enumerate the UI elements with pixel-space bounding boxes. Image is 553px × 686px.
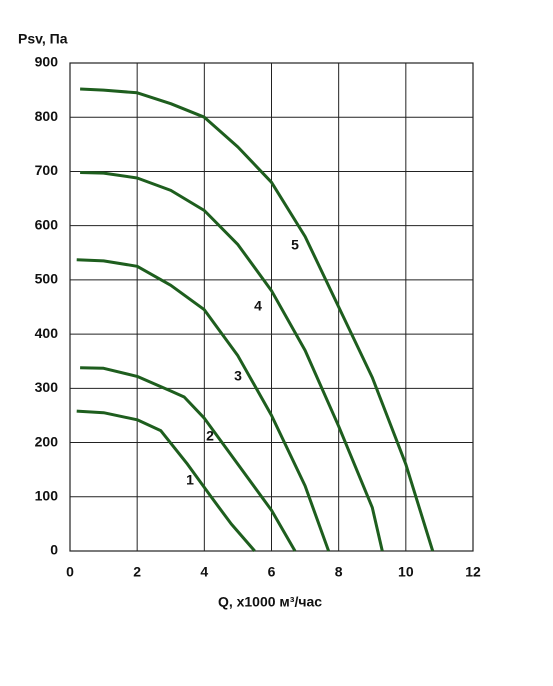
x-tick-label: 4 bbox=[200, 564, 208, 580]
y-tick-label: 200 bbox=[35, 433, 59, 449]
curve-label: 3 bbox=[234, 368, 242, 384]
x-tick-label: 0 bbox=[66, 564, 74, 580]
curve bbox=[80, 171, 384, 552]
y-axis-label: Psv, Па bbox=[18, 31, 68, 47]
y-tick-label: 0 bbox=[50, 542, 58, 558]
y-tick-label: 300 bbox=[35, 379, 59, 395]
x-tick-label: 8 bbox=[335, 564, 343, 580]
x-tick-label: 6 bbox=[268, 564, 276, 580]
x-axis-label: Q, x1000 м³/час bbox=[218, 594, 322, 610]
y-tick-label: 600 bbox=[35, 216, 59, 232]
y-tick-label: 800 bbox=[35, 108, 59, 124]
curve-label: 2 bbox=[206, 428, 214, 444]
x-tick-label: 12 bbox=[465, 564, 481, 580]
curve bbox=[76, 409, 256, 552]
y-tick-label: 400 bbox=[35, 325, 59, 341]
curve-label: 5 bbox=[291, 237, 299, 253]
y-tick-label: 500 bbox=[35, 271, 59, 287]
curve bbox=[80, 366, 297, 552]
curve-label: 4 bbox=[254, 298, 262, 314]
curve-label: 1 bbox=[186, 472, 194, 488]
y-tick-label: 700 bbox=[35, 162, 59, 178]
y-tick-label: 100 bbox=[35, 487, 59, 503]
curve bbox=[80, 87, 435, 552]
y-tick-label: 900 bbox=[35, 54, 59, 70]
plot-frame bbox=[69, 62, 474, 552]
x-tick-label: 2 bbox=[133, 564, 141, 580]
curve bbox=[76, 258, 331, 552]
x-tick-label: 10 bbox=[398, 564, 414, 580]
